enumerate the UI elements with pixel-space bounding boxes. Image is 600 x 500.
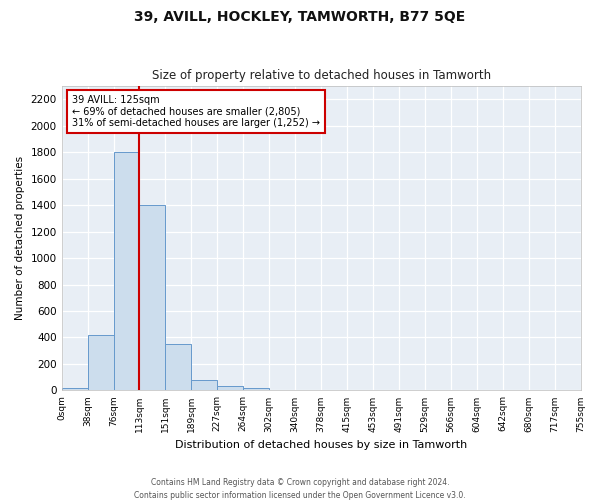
Bar: [88, 335, 113, 390]
X-axis label: Distribution of detached houses by size in Tamworth: Distribution of detached houses by size …: [175, 440, 467, 450]
Y-axis label: Number of detached properties: Number of detached properties: [15, 156, 25, 320]
Bar: [139, 205, 166, 390]
Bar: [62, 388, 88, 390]
Text: 39 AVILL: 125sqm
← 69% of detached houses are smaller (2,805)
31% of semi-detach: 39 AVILL: 125sqm ← 69% of detached house…: [72, 95, 320, 128]
Title: Size of property relative to detached houses in Tamworth: Size of property relative to detached ho…: [152, 69, 491, 82]
Text: 39, AVILL, HOCKLEY, TAMWORTH, B77 5QE: 39, AVILL, HOCKLEY, TAMWORTH, B77 5QE: [134, 10, 466, 24]
Bar: [243, 388, 269, 390]
Bar: [191, 380, 217, 390]
Text: Contains HM Land Registry data © Crown copyright and database right 2024.
Contai: Contains HM Land Registry data © Crown c…: [134, 478, 466, 500]
Bar: [113, 152, 139, 390]
Bar: [166, 344, 191, 391]
Bar: [217, 386, 243, 390]
